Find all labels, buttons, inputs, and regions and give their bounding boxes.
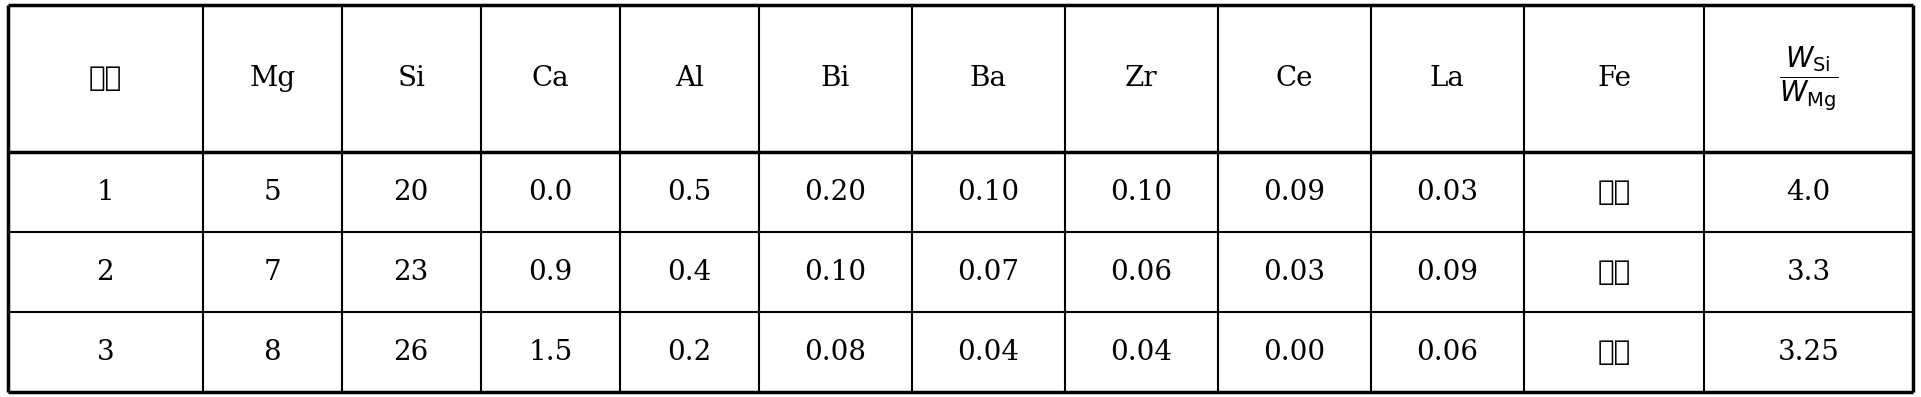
Text: 0.00: 0.00 [1264, 339, 1325, 366]
Text: 20: 20 [394, 179, 428, 206]
Text: Mg: Mg [250, 65, 296, 92]
Text: 0.04: 0.04 [957, 339, 1020, 366]
Text: 0.2: 0.2 [667, 339, 711, 366]
Text: 余量: 余量 [1598, 339, 1631, 366]
Text: 8: 8 [263, 339, 280, 366]
Text: 0.10: 0.10 [1110, 179, 1172, 206]
Text: 1.5: 1.5 [528, 339, 572, 366]
Text: 3: 3 [96, 339, 113, 366]
Text: 余量: 余量 [1598, 179, 1631, 206]
Text: Ca: Ca [532, 65, 569, 92]
Text: 0.9: 0.9 [528, 258, 572, 285]
Text: 0.20: 0.20 [805, 179, 866, 206]
Text: 0.06: 0.06 [1110, 258, 1172, 285]
Text: 4.0: 4.0 [1787, 179, 1831, 206]
Text: Si: Si [398, 65, 425, 92]
Text: 0.10: 0.10 [957, 179, 1020, 206]
Text: 0.0: 0.0 [528, 179, 572, 206]
Text: Ba: Ba [970, 65, 1007, 92]
Text: 2: 2 [96, 258, 113, 285]
Text: 26: 26 [394, 339, 428, 366]
Text: 0.06: 0.06 [1416, 339, 1477, 366]
Text: 0.10: 0.10 [805, 258, 866, 285]
Text: 0.07: 0.07 [957, 258, 1020, 285]
Text: 0.4: 0.4 [667, 258, 711, 285]
Text: 0.04: 0.04 [1110, 339, 1172, 366]
Text: Bi: Bi [820, 65, 849, 92]
Text: 0.5: 0.5 [667, 179, 711, 206]
Text: 余量: 余量 [1598, 258, 1631, 285]
Text: $\dfrac{W_{\rm Si}}{W_{\rm Mg}}$: $\dfrac{W_{\rm Si}}{W_{\rm Mg}}$ [1779, 44, 1838, 113]
Text: 0.08: 0.08 [805, 339, 866, 366]
Text: 0.09: 0.09 [1264, 179, 1325, 206]
Text: 5: 5 [263, 179, 280, 206]
Text: 0.03: 0.03 [1264, 258, 1325, 285]
Text: 23: 23 [394, 258, 428, 285]
Text: Al: Al [674, 65, 703, 92]
Text: La: La [1429, 65, 1464, 92]
Text: 7: 7 [263, 258, 280, 285]
Text: 0.09: 0.09 [1416, 258, 1477, 285]
Text: Fe: Fe [1596, 65, 1631, 92]
Text: 0.03: 0.03 [1416, 179, 1477, 206]
Text: Ce: Ce [1276, 65, 1312, 92]
Text: 3.3: 3.3 [1787, 258, 1831, 285]
Text: 1: 1 [96, 179, 113, 206]
Text: 序号: 序号 [88, 65, 121, 92]
Text: 3.25: 3.25 [1777, 339, 1840, 366]
Text: Zr: Zr [1126, 65, 1158, 92]
